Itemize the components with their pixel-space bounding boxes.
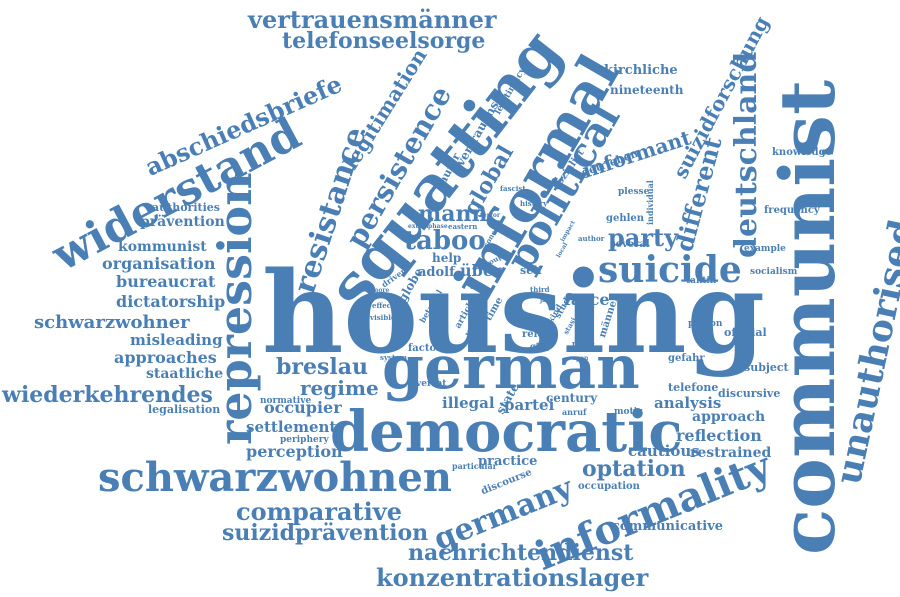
cloud-word: reflection	[676, 426, 762, 445]
cloud-word: organisation	[102, 254, 216, 273]
cloud-word: wiederkehrendes	[2, 382, 213, 408]
cloud-word: schwarzwohnen	[98, 454, 452, 501]
cloud-word: telefone	[668, 381, 719, 394]
cloud-word: taboo	[404, 226, 486, 256]
cloud-word: party	[608, 223, 679, 252]
cloud-word: farce	[564, 290, 610, 309]
cloud-word: german	[382, 333, 640, 403]
cloud-word: telefonseelsorge	[282, 28, 486, 54]
cloud-word: visible	[370, 313, 396, 322]
cloud-word: diese	[470, 284, 488, 291]
cloud-word: analysis	[654, 394, 722, 412]
cloud-word: jahr	[540, 297, 554, 304]
cloud-word: schwarzwohner	[34, 312, 190, 333]
cloud-word: open	[572, 355, 589, 362]
cloud-word: ging	[530, 341, 551, 351]
cloud-word: suizidprävention	[222, 520, 429, 546]
cloud-word: suicide	[598, 249, 742, 291]
cloud-word: cautious	[628, 442, 700, 460]
cloud-word: mann	[418, 201, 488, 227]
cloud-word: rate	[470, 295, 484, 302]
cloud-word: terror	[480, 212, 501, 219]
cloud-word: legalisation	[148, 403, 221, 416]
cloud-word: reich	[522, 329, 551, 340]
cloud-word: fascist	[500, 184, 526, 193]
cloud-word: occupation	[578, 481, 640, 492]
cloud-word: communicative	[612, 519, 724, 534]
cloud-word: approaches	[114, 348, 217, 367]
cloud-word: bureaucrat	[116, 272, 216, 291]
cloud-word: subject	[744, 361, 789, 374]
cloud-word: role	[468, 314, 486, 324]
cloud-word: kirchliche	[604, 63, 678, 78]
cloud-word: regime	[300, 376, 379, 400]
cloud-word: particular	[452, 461, 497, 471]
cloud-word: breslau	[276, 354, 368, 380]
cloud-word: adolf	[418, 265, 455, 280]
cloud-word: help	[432, 251, 462, 265]
cloud-word: plesse	[618, 187, 650, 197]
cloud-word: third	[530, 285, 550, 294]
cloud-word: extent	[408, 223, 430, 230]
cloud-word: person	[688, 319, 723, 329]
cloud-word: individual	[645, 180, 655, 225]
cloud-word: vertrauensmänner	[248, 5, 497, 34]
cloud-word: settlement	[246, 418, 337, 436]
cloud-word: gefahr	[668, 353, 705, 364]
cloud-word: frequency	[764, 205, 820, 216]
cloud-word: phase	[428, 223, 448, 230]
cloud-word: prävention	[140, 214, 225, 230]
cloud-word: comparative	[236, 497, 402, 526]
cloud-word: example	[744, 244, 786, 254]
cloud-word: staatliche	[146, 366, 224, 382]
cloud-word: system	[380, 353, 408, 362]
cloud-word: konzentrationslager	[376, 563, 649, 592]
cloud-word: nachrichtendienst	[408, 540, 634, 566]
cloud-word: authorities	[152, 201, 220, 214]
cloud-word: verrat	[416, 379, 447, 389]
cloud-word: dictatorship	[116, 292, 226, 311]
cloud-word: gehlen	[606, 213, 645, 224]
cloud-word: periphery	[280, 435, 329, 445]
cloud-word: illegal	[442, 394, 495, 412]
cloud-word: über	[460, 261, 502, 280]
cloud-word: approach	[692, 409, 766, 425]
cloud-word: history	[520, 199, 548, 208]
cloud-word: partei	[504, 396, 555, 414]
cloud-word: practice	[478, 454, 538, 469]
cloud-word: more	[372, 287, 390, 294]
cloud-word: perception	[246, 442, 343, 461]
cloud-word: discursive	[718, 387, 781, 400]
cloud-word: century	[546, 391, 598, 405]
cloud-word: misleading	[130, 331, 223, 349]
cloud-word: taktik	[686, 276, 717, 286]
cloud-word: socialism	[750, 267, 798, 277]
cloud-word: housing	[262, 248, 765, 379]
cloud-word: anruf	[562, 407, 587, 417]
cloud-word: motiv	[614, 407, 643, 417]
cloud-word: several	[610, 239, 650, 250]
cloud-word: author	[578, 234, 605, 243]
cloud-word: nineteenth	[610, 83, 684, 97]
cloud-word: restrained	[690, 445, 772, 461]
cloud-word: knowledge	[772, 147, 832, 158]
cloud-word: democratic	[330, 399, 683, 465]
cloud-word: range	[572, 339, 595, 348]
cloud-word: occupier	[264, 398, 342, 417]
cloud-word: self	[520, 264, 543, 277]
cloud-word: factor	[408, 343, 442, 354]
cloud-word: official	[724, 326, 767, 339]
cloud-word: eastern	[448, 222, 478, 231]
cloud-word: normative	[260, 396, 312, 406]
cloud-word: effect	[372, 301, 395, 310]
cloud-word: optation	[582, 456, 686, 482]
cloud-word: kommunist	[118, 239, 207, 255]
